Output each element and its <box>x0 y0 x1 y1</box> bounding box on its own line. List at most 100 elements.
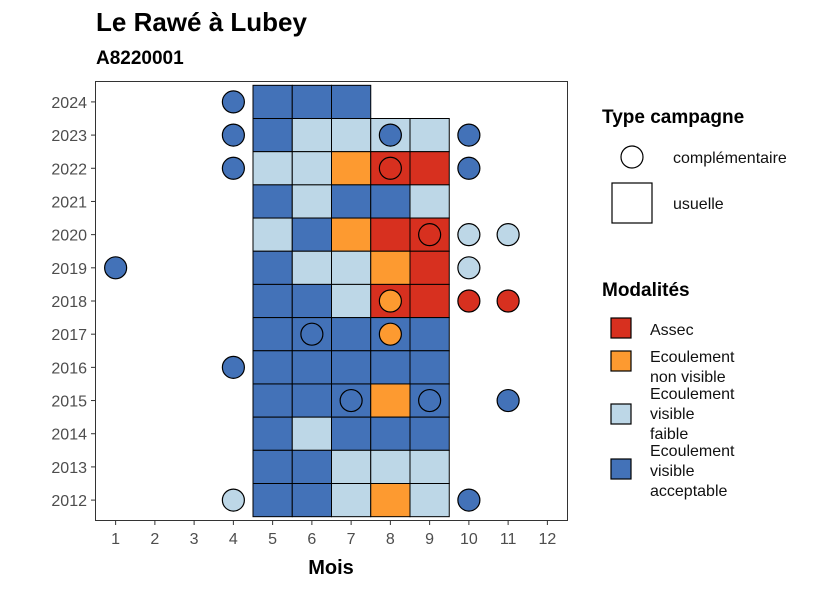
point-2020-10 <box>457 223 481 247</box>
cell-2019-7 <box>331 250 372 285</box>
x-tick-label-12: 12 <box>538 531 556 548</box>
x-tick-label-9: 9 <box>425 531 434 548</box>
y-tick-label-2016: 2016 <box>51 360 87 377</box>
point-2022-10 <box>457 156 481 180</box>
cell-2017-5 <box>252 317 293 352</box>
cell-2013-5 <box>252 449 293 485</box>
point-2024-4 <box>221 90 245 114</box>
cell-2022-7 <box>331 151 372 186</box>
cell-2020-7 <box>331 217 372 252</box>
cell-2021-6 <box>291 184 332 219</box>
x-tick-label-8: 8 <box>386 531 395 548</box>
cell-2013-6 <box>291 449 332 485</box>
x-axis-title: Mois <box>308 557 354 579</box>
y-tick-label-2024: 2024 <box>51 95 87 112</box>
point-2019-1 <box>104 256 128 280</box>
x-tick-label-11: 11 <box>500 531 517 548</box>
x-tick-label-4: 4 <box>229 531 238 548</box>
cell-2019-8 <box>370 250 411 285</box>
cell-2012-9 <box>409 483 450 518</box>
cell-2020-6 <box>291 217 332 252</box>
x-tick-label-6: 6 <box>307 531 316 548</box>
cell-2014-9 <box>409 416 450 451</box>
cell-2014-6 <box>291 416 332 451</box>
cell-2024-6 <box>291 84 332 119</box>
y-tick-label-2015: 2015 <box>51 394 87 411</box>
cell-2012-7 <box>331 483 372 518</box>
cell-2012-6 <box>291 483 332 518</box>
x-axis: 1 2 3 4 5 6 7 8 9 10 11 12 <box>111 520 556 548</box>
point-2023-10 <box>457 123 481 147</box>
point-2020-11 <box>496 223 520 247</box>
cell-2013-9 <box>409 449 450 485</box>
legend-fill-label-accept: Ecoulement visible acceptable <box>650 443 735 500</box>
cell-2016-5 <box>252 350 293 385</box>
y-tick-label-2020: 2020 <box>51 228 87 245</box>
point-2022-8 <box>378 156 402 180</box>
cell-2018-5 <box>252 283 293 319</box>
y-tick-label-2021: 2021 <box>51 194 87 211</box>
legend-fill-title: Modalités <box>602 280 690 301</box>
cell-2016-9 <box>409 350 450 385</box>
y-tick-label-2012: 2012 <box>51 493 87 510</box>
point-2012-4 <box>221 488 245 512</box>
point-2016-4 <box>221 355 245 379</box>
cell-2018-7 <box>331 283 372 319</box>
point-2015-9 <box>418 388 442 413</box>
point-2015-7 <box>339 388 363 413</box>
point-2023-8 <box>378 123 402 147</box>
cell-2017-9 <box>409 317 450 352</box>
cell-2023-6 <box>291 118 332 153</box>
cell-2014-7 <box>331 416 372 451</box>
chart-subtitle: A8220001 <box>96 48 184 69</box>
legend-shape-label-usuelle: usuelle <box>673 196 724 213</box>
x-tick-label-7: 7 <box>347 531 356 548</box>
legend-fill-label-faible: Ecoulement visible faible <box>650 386 735 443</box>
cell-2012-8 <box>370 483 411 518</box>
point-2018-10 <box>457 289 481 313</box>
x-tick-label-3: 3 <box>190 531 199 548</box>
x-tick-label-10: 10 <box>460 531 478 548</box>
point-2012-10 <box>457 488 481 512</box>
y-tick-label-2017: 2017 <box>51 327 87 344</box>
cell-2023-7 <box>331 118 372 153</box>
cell-2013-8 <box>370 449 411 485</box>
point-2018-8 <box>378 289 402 313</box>
cell-2020-5 <box>252 217 293 252</box>
cell-2017-7 <box>331 317 372 352</box>
cell-2016-8 <box>370 350 411 385</box>
point-2020-9 <box>418 223 442 247</box>
y-tick-label-2014: 2014 <box>51 427 87 444</box>
cell-2024-5 <box>252 84 293 119</box>
cell-2021-8 <box>370 184 411 219</box>
legend-fill-swatch-assec <box>610 317 632 339</box>
legend-fill-swatch-faible <box>610 403 632 425</box>
legend-circle-symbol <box>620 145 644 169</box>
legend-shape-title: Type campagne <box>602 107 744 128</box>
y-tick-label-2023: 2023 <box>51 128 87 145</box>
cell-2022-9 <box>409 151 450 186</box>
cell-2018-6 <box>291 283 332 319</box>
y-axis: 2012 2013 2014 2015 2016 2017 2018 2019 2020 2021… <box>51 95 96 510</box>
point-2015-11 <box>496 388 520 413</box>
point-2017-6 <box>300 322 324 346</box>
x-tick-label-5: 5 <box>268 531 277 548</box>
chart-title: Le Rawé à Lubey <box>96 7 307 37</box>
y-tick-label-2013: 2013 <box>51 460 87 477</box>
legend-shape-label-complementaire: complémentaire <box>673 150 787 167</box>
cell-2016-6 <box>291 350 332 385</box>
cell-2013-7 <box>331 449 372 485</box>
legend-fill-label-assec: Assec <box>650 322 694 339</box>
usuelle-cells <box>252 84 450 518</box>
x-tick-label-1: 1 <box>111 531 120 548</box>
point-2019-10 <box>457 256 481 280</box>
cell-2014-5 <box>252 416 293 451</box>
cell-2024-7 <box>331 84 372 119</box>
cell-2015-6 <box>291 383 332 418</box>
y-tick-label-2019: 2019 <box>51 261 87 278</box>
legend-fill-swatch-accept <box>610 458 632 480</box>
legend-type-campagne: Type campagne complémentaire usuelle <box>602 107 787 224</box>
cell-2014-8 <box>370 416 411 451</box>
cell-2021-7 <box>331 184 372 219</box>
